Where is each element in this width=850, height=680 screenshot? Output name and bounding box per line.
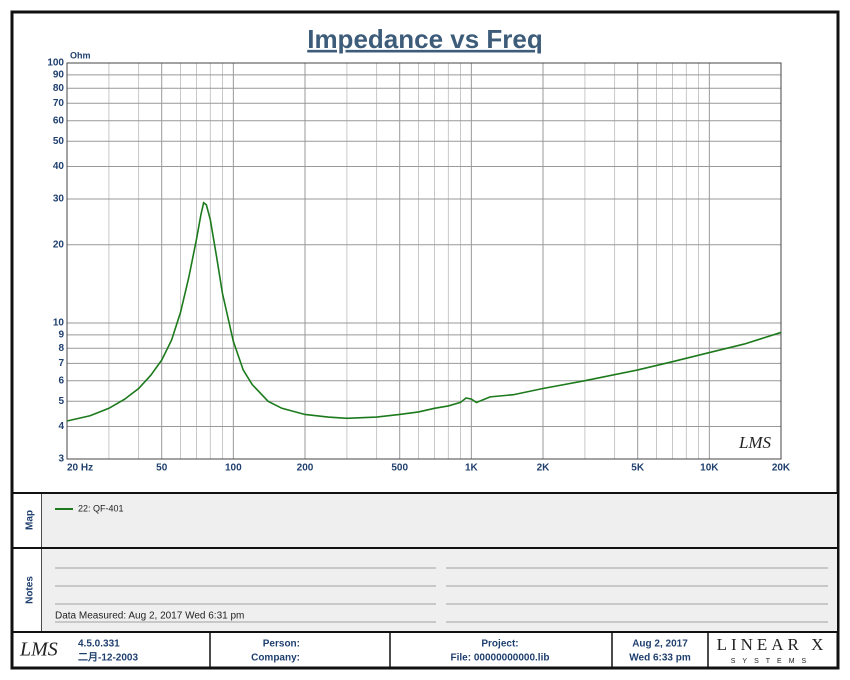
- impedance-curve: [66, 201, 782, 422]
- footer-date: Aug 2, 2017: [632, 639, 688, 650]
- company: Company:: [251, 653, 300, 664]
- plot-border: [66, 62, 782, 460]
- y-tick-label: 8: [58, 343, 64, 354]
- y-tick-label: 60: [53, 115, 65, 126]
- y-axis-label: Ohm: [70, 50, 91, 60]
- legend-label: 22: QF-401: [78, 503, 124, 513]
- y-tick-label: 7: [58, 358, 64, 369]
- note-lines: [55, 567, 828, 623]
- person: Person:: [263, 639, 300, 650]
- y-tick-label: 50: [53, 136, 65, 147]
- x-tick-label: 2K: [537, 463, 551, 474]
- x-tick-label: 50: [156, 463, 168, 474]
- y-tick-label: 70: [53, 98, 65, 109]
- y-tick-label: 10: [53, 318, 65, 329]
- footer-logo: LMS: [19, 639, 58, 661]
- notes-panel: [42, 549, 837, 631]
- brand: LINEAR X: [717, 635, 828, 654]
- footer-time: Wed 6:33 pm: [629, 653, 691, 664]
- y-tick-label: 30: [53, 194, 65, 205]
- x-tick-label: 20K: [772, 463, 791, 474]
- x-tick-label: 1K: [465, 463, 479, 474]
- x-tick-label: 10K: [700, 463, 719, 474]
- y-tick-label: 9: [58, 330, 64, 341]
- y-tick-label: 3: [58, 454, 64, 465]
- x-tick-label: 500: [391, 463, 408, 474]
- file: File: 00000000000.lib: [451, 653, 550, 664]
- notes-label: Notes: [25, 576, 36, 604]
- measured-note: Data Measured: Aug 2, 2017 Wed 6:31 pm: [55, 611, 244, 622]
- y-tick-label: 100: [47, 58, 64, 69]
- y-tick-label: 90: [53, 70, 65, 81]
- y-tick-label: 40: [53, 161, 65, 172]
- x-tick-label: 200: [297, 463, 314, 474]
- date-code: 二月-12-2003: [78, 652, 138, 664]
- y-tick-label: 4: [58, 421, 64, 432]
- x-tick-label: 100: [225, 463, 242, 474]
- watermark: LMS: [738, 433, 772, 452]
- map-label: Map: [25, 510, 36, 530]
- chart-title: Impedance vs Freq: [307, 24, 543, 54]
- y-tick-label: 20: [53, 239, 65, 250]
- x-tick-label: 20 Hz: [67, 463, 93, 474]
- y-tick-label: 5: [58, 396, 64, 407]
- x-tick-label: 5K: [631, 463, 645, 474]
- map-panel: [42, 494, 837, 547]
- version: 4.5.0.331: [78, 639, 120, 650]
- y-tick-label: 80: [53, 83, 65, 94]
- y-tick-label: 6: [58, 375, 64, 386]
- brand-sub: SYSTEMS: [731, 658, 813, 665]
- footer-dividers: [209, 632, 709, 668]
- project: Project:: [481, 639, 518, 650]
